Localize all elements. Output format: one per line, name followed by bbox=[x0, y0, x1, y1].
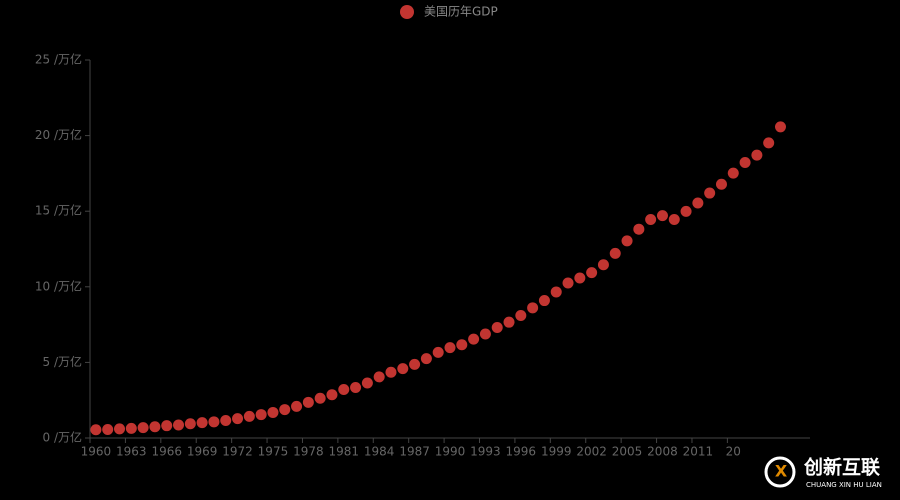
point bbox=[538, 295, 550, 307]
x-tick-label: 1981 bbox=[328, 445, 359, 459]
point bbox=[350, 381, 362, 393]
point bbox=[680, 205, 692, 217]
point bbox=[232, 413, 244, 425]
point bbox=[715, 178, 727, 190]
point bbox=[503, 316, 515, 328]
y-tick-label: 15 /万亿 bbox=[35, 203, 82, 218]
x-tick-label: 2002 bbox=[576, 445, 607, 459]
x-tick-label: 1987 bbox=[399, 445, 430, 459]
point bbox=[137, 422, 149, 434]
point bbox=[149, 421, 161, 433]
point bbox=[479, 328, 491, 340]
legend-label: 美国历年GDP bbox=[424, 5, 498, 19]
point bbox=[456, 339, 468, 351]
point bbox=[196, 417, 208, 429]
x-tick-label: 1984 bbox=[364, 445, 395, 459]
point bbox=[243, 410, 255, 422]
point bbox=[397, 363, 409, 375]
point bbox=[161, 420, 173, 432]
x-tick-label: 2011 bbox=[683, 445, 714, 459]
point bbox=[444, 342, 456, 354]
watermark-logo bbox=[764, 456, 796, 488]
x-tick-label: 1972 bbox=[222, 445, 253, 459]
point bbox=[550, 286, 562, 298]
x-tick-label: 1999 bbox=[541, 445, 572, 459]
x-tick-label: 1960 bbox=[81, 445, 112, 459]
point bbox=[692, 197, 704, 209]
point bbox=[668, 214, 680, 226]
point bbox=[373, 371, 385, 383]
point bbox=[621, 235, 633, 247]
x-tick-label: 1990 bbox=[435, 445, 466, 459]
legend-marker bbox=[400, 5, 414, 19]
point bbox=[173, 419, 185, 431]
point bbox=[208, 416, 220, 428]
point bbox=[432, 346, 444, 358]
point bbox=[114, 423, 126, 435]
point bbox=[90, 424, 102, 436]
x-tick-label: 1993 bbox=[470, 445, 501, 459]
watermark-logo-mark: X bbox=[775, 462, 788, 481]
point bbox=[314, 392, 326, 404]
point bbox=[279, 404, 291, 416]
point bbox=[574, 272, 586, 284]
point bbox=[774, 121, 786, 133]
point bbox=[125, 422, 137, 434]
point bbox=[338, 383, 350, 395]
watermark: X 创新互联 CHUANG XIN HU LIAN bbox=[764, 456, 882, 489]
y-tick-label: 0 /万亿 bbox=[43, 430, 83, 445]
point bbox=[468, 333, 480, 345]
point bbox=[385, 366, 397, 378]
point bbox=[255, 409, 267, 421]
point bbox=[184, 418, 196, 430]
y-tick-label: 20 /万亿 bbox=[35, 127, 82, 142]
point bbox=[267, 406, 279, 418]
point bbox=[633, 223, 645, 235]
x-tick-label: 20 bbox=[726, 445, 741, 459]
x-tick-label: 1969 bbox=[187, 445, 218, 459]
point bbox=[727, 167, 739, 179]
watermark-title: 创新互联 bbox=[803, 456, 880, 479]
point bbox=[102, 423, 114, 435]
point bbox=[562, 277, 574, 289]
point bbox=[515, 310, 527, 322]
point bbox=[361, 377, 373, 389]
x-tick-label: 2008 bbox=[647, 445, 678, 459]
point bbox=[609, 247, 621, 259]
point bbox=[409, 358, 421, 370]
x-tick-label: 1978 bbox=[293, 445, 324, 459]
point bbox=[739, 157, 751, 169]
watermark-subtitle: CHUANG XIN HU LIAN bbox=[806, 481, 882, 489]
point bbox=[597, 259, 609, 271]
point bbox=[586, 267, 598, 279]
point bbox=[704, 187, 716, 199]
point bbox=[656, 210, 668, 222]
x-tick-label: 1963 bbox=[116, 445, 147, 459]
y-tick-label: 10 /万亿 bbox=[35, 278, 82, 293]
point bbox=[763, 137, 775, 149]
x-tick-label: 2005 bbox=[612, 445, 643, 459]
point bbox=[291, 400, 303, 412]
y-tick-label: 5 /万亿 bbox=[43, 354, 83, 369]
point bbox=[645, 214, 657, 226]
point bbox=[220, 414, 232, 426]
point bbox=[491, 321, 503, 333]
point bbox=[326, 389, 338, 401]
y-tick-label: 25 /万亿 bbox=[35, 52, 82, 67]
point bbox=[302, 396, 314, 408]
x-tick-label: 1975 bbox=[258, 445, 289, 459]
x-tick-label: 1966 bbox=[151, 445, 182, 459]
point bbox=[527, 302, 539, 314]
point bbox=[420, 353, 432, 365]
x-tick-label: 1996 bbox=[506, 445, 537, 459]
point bbox=[751, 149, 763, 161]
